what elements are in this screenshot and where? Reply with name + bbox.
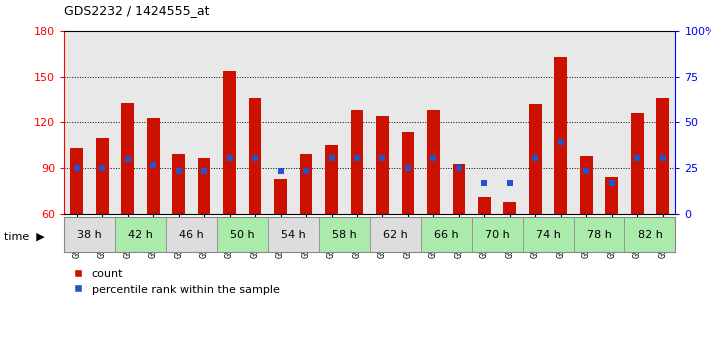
Bar [299,155,312,214]
Bar [249,98,262,214]
Bar [319,217,370,252]
Bar [452,164,465,214]
Bar [172,155,185,214]
Bar [198,158,210,214]
Bar [376,116,389,214]
Legend: count, percentile rank within the sample: count, percentile rank within the sample [70,264,284,299]
Bar [166,217,217,252]
Text: 38 h: 38 h [77,230,102,239]
Bar [631,113,643,214]
Bar [574,217,624,252]
Bar [478,197,491,214]
Bar [471,217,523,252]
Bar [370,217,421,252]
Bar [217,217,268,252]
Bar [223,71,236,214]
Bar [274,179,287,214]
Bar [421,217,471,252]
Bar [351,110,363,214]
Text: 70 h: 70 h [485,230,510,239]
Text: 66 h: 66 h [434,230,459,239]
Bar [325,145,338,214]
Bar [268,217,319,252]
Text: 62 h: 62 h [383,230,407,239]
Bar [555,57,567,214]
Text: GDS2232 / 1424555_at: GDS2232 / 1424555_at [64,4,210,17]
Bar [96,138,109,214]
Bar [529,104,542,214]
Bar [64,217,115,252]
Text: 74 h: 74 h [535,230,560,239]
Text: 58 h: 58 h [332,230,357,239]
Bar [523,217,574,252]
Bar [402,132,415,214]
Text: 46 h: 46 h [179,230,204,239]
Bar [624,217,675,252]
Bar [580,156,593,214]
Bar [656,98,669,214]
Bar [605,177,618,214]
Text: 82 h: 82 h [638,230,663,239]
Bar [115,217,166,252]
Bar [427,110,440,214]
Text: 78 h: 78 h [587,230,611,239]
Bar [146,118,159,214]
Bar [122,103,134,214]
Bar [503,202,516,214]
Bar [70,148,83,214]
Text: 54 h: 54 h [281,230,306,239]
Text: time  ▶: time ▶ [4,231,44,241]
Text: 42 h: 42 h [128,230,153,239]
Text: 50 h: 50 h [230,230,255,239]
